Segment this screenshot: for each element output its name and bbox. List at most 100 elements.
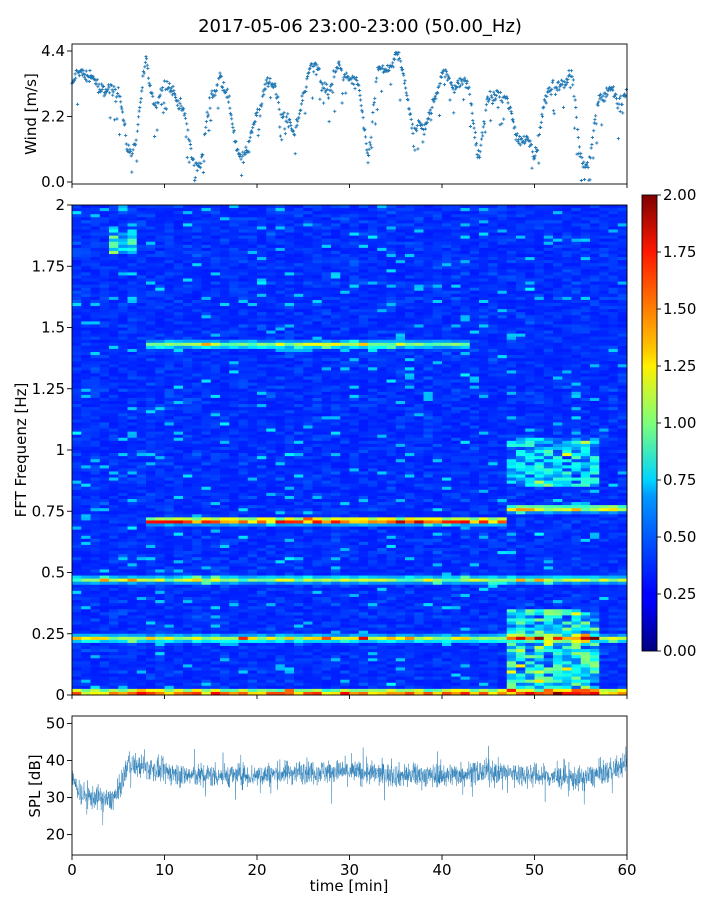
spectrogram-cell xyxy=(442,391,452,396)
spectrogram-cell xyxy=(460,379,471,384)
spectrogram-cell xyxy=(99,410,110,414)
spectrogram-cell xyxy=(571,358,582,362)
spectrogram-cell xyxy=(386,306,397,310)
spectrogram-cell xyxy=(442,269,452,273)
spectrogram-cell xyxy=(386,327,397,331)
spectrogram-cell xyxy=(238,220,249,224)
spectrogram-cell xyxy=(395,321,406,325)
spectrogram-cell xyxy=(294,419,304,423)
spectrogram-cell xyxy=(90,266,101,270)
spectrogram-cell xyxy=(312,244,323,249)
spectrogram-cell xyxy=(164,358,175,362)
spectrogram-cell xyxy=(442,281,452,286)
spectrogram-cell xyxy=(534,272,545,276)
spectrogram-cell xyxy=(109,394,119,399)
spectrogram-cell xyxy=(312,208,323,212)
spectrogram-cell xyxy=(146,290,156,295)
spectrogram-cell xyxy=(377,345,387,350)
spectrogram-cell xyxy=(608,318,619,322)
spectrogram-cell xyxy=(358,352,369,356)
spectrogram-cell xyxy=(127,229,138,233)
spectrogram-cell xyxy=(340,303,350,307)
spectrogram-cell xyxy=(81,425,91,429)
spectrogram-cell xyxy=(349,229,360,233)
spectrogram-cell xyxy=(358,306,369,310)
spectrogram-cell xyxy=(201,376,212,380)
spectrogram-cell xyxy=(127,446,138,451)
spectrogram-cell xyxy=(405,385,415,390)
spectrogram-cell xyxy=(229,394,239,399)
spectrogram-cell xyxy=(516,290,526,295)
spectrogram-cell xyxy=(386,434,397,439)
spectrogram-cell xyxy=(525,367,535,371)
spectrogram-cell xyxy=(90,407,101,411)
spectrogram-cell xyxy=(90,299,101,304)
spectrogram-cell xyxy=(238,281,249,286)
spectrogram-cell xyxy=(562,220,572,224)
spectrogram-cell xyxy=(432,342,443,347)
spectrogram-cell xyxy=(340,263,350,267)
spectrogram-cell xyxy=(210,428,221,433)
spectrogram-cell xyxy=(506,379,517,384)
spectrogram-cell xyxy=(580,208,591,212)
spectrogram-cell xyxy=(386,293,397,298)
spectrogram-cell xyxy=(155,342,165,347)
spectrogram-cell xyxy=(220,229,230,233)
spectrogram-cell xyxy=(238,345,249,350)
spectrogram-cell xyxy=(303,367,313,371)
spectrogram-cell xyxy=(340,401,350,405)
spectrogram-cell xyxy=(442,263,452,267)
spectrogram-cell xyxy=(525,339,535,344)
spectrogram-cell xyxy=(525,306,535,310)
spectrogram-cell xyxy=(294,440,304,445)
spectrogram-cell xyxy=(516,443,526,448)
spectrogram-cell xyxy=(469,364,480,368)
spectrogram-cell xyxy=(340,333,350,338)
spectrogram-cell xyxy=(451,336,461,341)
spectrogram-cell xyxy=(275,290,286,295)
spectrogram-cell xyxy=(331,247,341,252)
spectrogram-cell xyxy=(414,450,424,454)
spectrogram-cell xyxy=(469,327,480,331)
spectrogram-cell xyxy=(201,266,212,270)
spectrogram-cell xyxy=(284,315,295,319)
spectrogram-cell xyxy=(562,205,572,209)
spectrogram-cell xyxy=(608,330,619,335)
spectrogram-cell xyxy=(599,293,609,298)
spectrogram-cell xyxy=(266,238,276,243)
spectrogram-cell xyxy=(331,456,341,460)
spectrogram-cell xyxy=(136,254,147,258)
spectrogram-cell xyxy=(312,456,323,460)
spectrogram-cell xyxy=(321,385,332,390)
spectrogram-cell xyxy=(497,376,508,380)
spectrogram-cell xyxy=(72,388,82,393)
spectrogram-cell xyxy=(525,373,535,377)
spectrogram-cell xyxy=(479,440,489,445)
spectrogram-cell xyxy=(405,416,415,420)
spectrogram-cell xyxy=(432,397,443,402)
spectrogram-cell xyxy=(497,303,508,307)
spectrogram-cell xyxy=(321,220,332,224)
spectrogram-cell xyxy=(99,345,110,350)
spectrogram-cell xyxy=(395,275,406,279)
spectrogram-cell xyxy=(590,391,600,396)
spectrogram-cell xyxy=(155,410,165,414)
spectrogram-cell xyxy=(488,296,498,301)
spectrogram-cell xyxy=(349,263,360,267)
spectrogram-cell xyxy=(358,250,369,255)
spectrogram-cell xyxy=(497,348,508,353)
spectrogram-cell xyxy=(442,309,452,313)
spectrogram-cell xyxy=(451,287,461,292)
spectrogram-cell xyxy=(81,226,91,230)
spectrogram-cell xyxy=(275,266,286,270)
spectrogram-cell xyxy=(451,361,461,365)
spectrogram-cell xyxy=(275,394,286,399)
spectrogram-cell xyxy=(368,397,378,402)
spectrogram-cell xyxy=(368,422,378,426)
spectrogram-cell xyxy=(109,370,119,374)
spectrogram-cell xyxy=(358,443,369,448)
spectrogram-cell xyxy=(617,275,628,279)
spectrogram-cell xyxy=(257,309,267,313)
spectrogram-cell xyxy=(516,434,526,439)
spectrogram-cell xyxy=(294,391,304,396)
